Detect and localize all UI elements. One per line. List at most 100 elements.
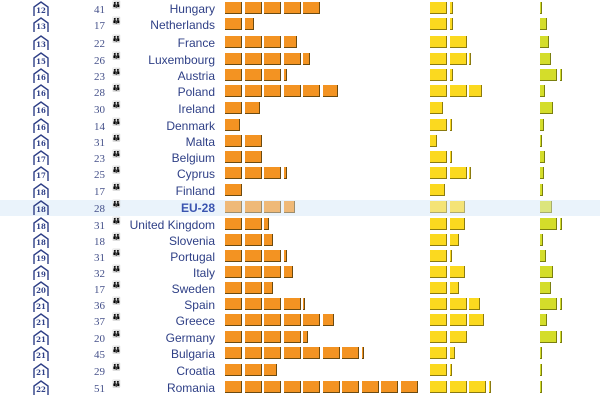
bar-block [303,331,309,343]
bar-block [469,167,471,179]
person-icon: 👪 [112,347,121,354]
bar-block [449,201,465,213]
person-count-value: 31 [94,252,105,264]
bar-block [381,381,398,393]
bar-block [303,347,320,359]
person-count-value: 29 [94,366,105,378]
bar-block [540,184,544,196]
bar-block [225,282,242,294]
bar-block [225,331,242,343]
bar-block [469,53,471,65]
person-icon: 👪 [112,18,121,25]
bar-block [559,69,562,81]
person-icon: 👪 [112,135,121,142]
bar-block [244,201,262,213]
person-count-value: 17 [94,284,105,296]
bar-block [225,218,242,230]
bar-block [488,381,491,393]
bar-block [469,381,486,393]
bar-block [264,250,281,262]
bar-block [244,282,262,294]
person-count-value: 23 [94,153,105,165]
bar-block [264,331,281,343]
bar-block [342,381,359,393]
bar-block [225,298,242,310]
bar-block [469,298,481,310]
bar-block [225,102,242,114]
chart-row: 18 28 👪 EU-28 [0,200,600,216]
category-label: Germany [165,331,215,345]
bar-block [283,85,301,97]
category-label: United Kingdom [129,218,215,232]
category-label: EU-28 [180,201,215,215]
bar-block [225,151,242,163]
house-rank-value: 16 [36,123,46,132]
bar-block [540,314,548,326]
bar-block [361,347,364,359]
bar-block [540,53,552,65]
bar-block [244,151,262,163]
bar-block [540,119,545,131]
bar-block [449,167,467,179]
bar-block [283,381,301,393]
house-rank-value: 20 [36,286,46,295]
house-icon: 16 [32,84,50,100]
bar-block [225,69,242,81]
bar-block [264,298,281,310]
bar-block [283,331,301,343]
category-label: Austria [177,69,215,83]
person-count-value: 31 [94,220,105,232]
bar-block [244,102,260,114]
bar-block [449,331,467,343]
house-icon: 22 [32,380,50,396]
person-count-value: 51 [94,383,105,395]
bar-block [540,331,557,343]
bar-block [449,364,452,376]
category-label: Hungary [169,2,215,16]
bar-block [430,36,447,48]
bar-block [244,2,262,14]
bar-block [244,135,262,147]
bar-block [244,85,262,97]
chart-row: 13 17 👪 Netherlands [0,17,600,33]
bar-block [303,314,320,326]
person-count-value: 18 [94,236,105,248]
category-label: Spain [184,298,215,312]
bar-block [449,85,467,97]
chart-row: 17 23 👪 Belgium [0,150,600,166]
person-icon: 👪 [112,119,121,126]
category-label: Slovenia [168,234,215,248]
bar-block [225,36,242,48]
chart-row: 21 36 👪 Spain [0,297,600,313]
bar-block [449,250,452,262]
bar-block [283,250,287,262]
bar-block [283,298,301,310]
person-count-value: 14 [94,121,105,133]
bar-block [225,119,241,131]
bar-block [469,314,485,326]
person-icon: 👪 [112,102,121,109]
person-count-value: 30 [94,104,105,116]
bar-block [303,2,320,14]
house-icon: 16 [32,134,50,150]
house-rank-value: 22 [36,385,46,394]
house-icon: 13 [32,35,50,51]
person-count-value: 22 [94,38,105,50]
house-icon: 18 [32,233,50,249]
bar-block [264,347,281,359]
chart-row: 16 23 👪 Austria [0,68,600,84]
house-icon: 19 [32,249,50,265]
bar-block [540,69,557,81]
category-label: Bulgaria [170,347,215,361]
bar-block [469,85,483,97]
bar-block [225,364,242,376]
person-count-value: 17 [94,186,105,198]
bar-block [264,364,278,376]
person-count-value: 28 [94,87,105,99]
bar-block [430,167,447,179]
person-count-value: 32 [94,268,105,280]
chart-row: 13 22 👪 France [0,35,600,51]
person-icon: 👪 [112,167,121,174]
category-label: Netherlands [150,18,215,32]
house-icon: 17 [32,166,50,182]
